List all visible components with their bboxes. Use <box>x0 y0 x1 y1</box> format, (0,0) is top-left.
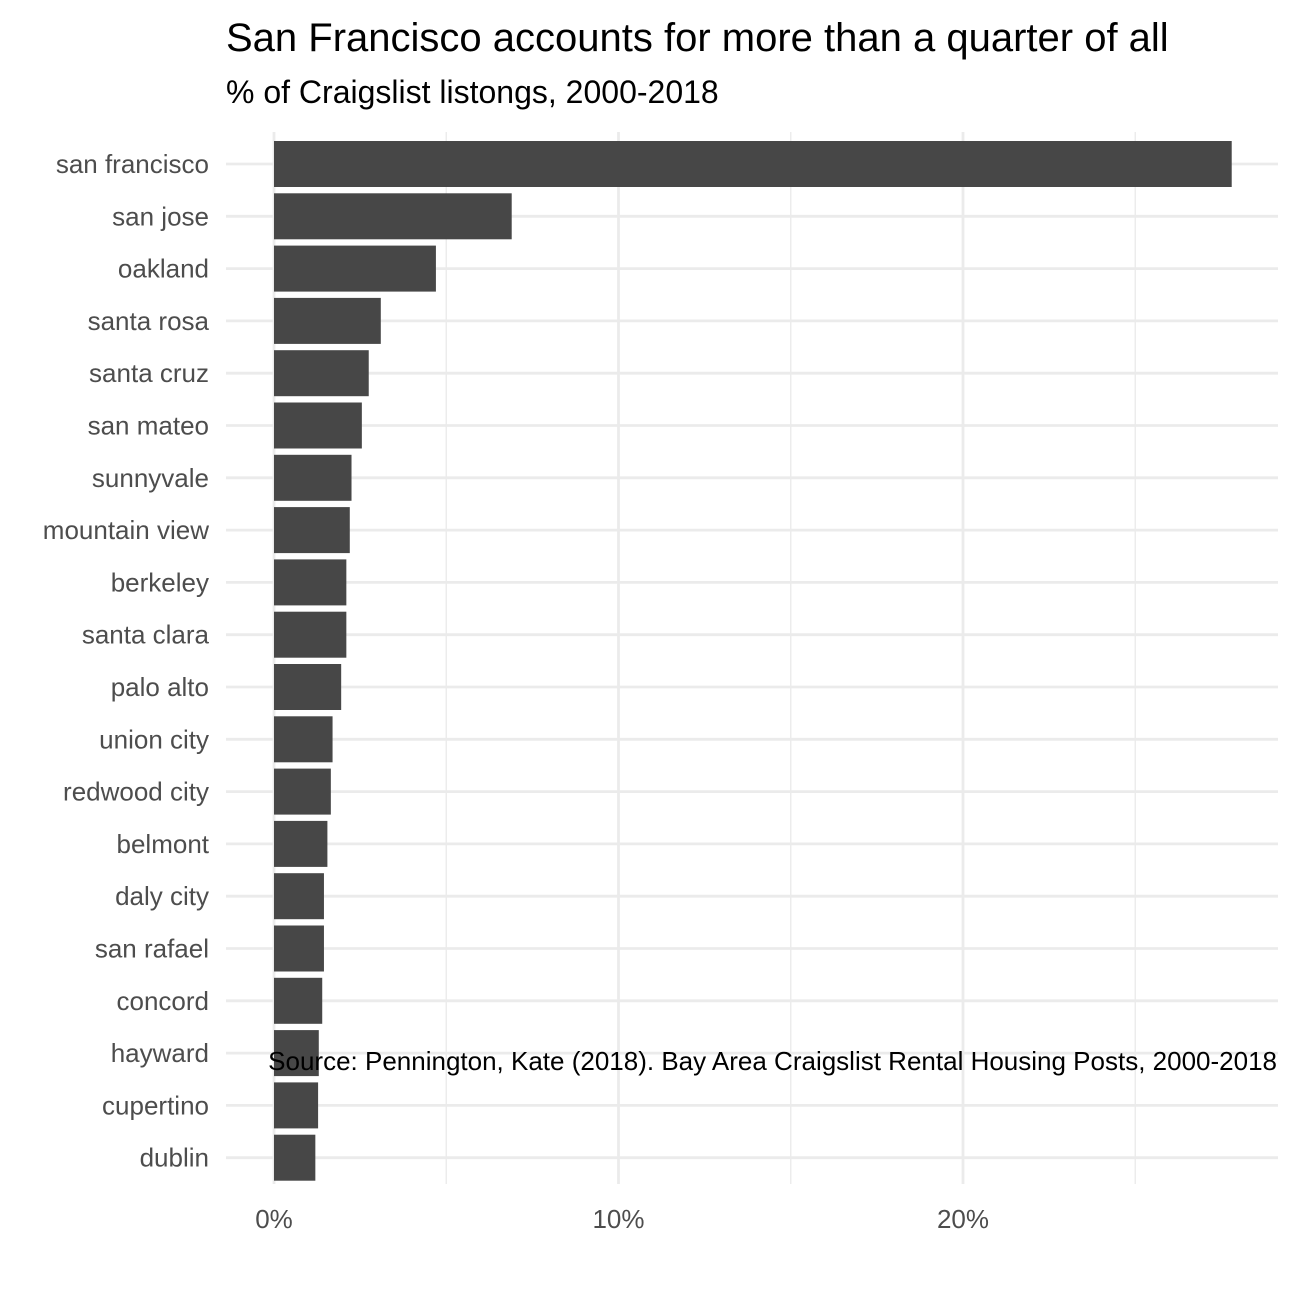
y-tick-label: santa clara <box>82 620 210 650</box>
y-axis-labels: san francisco san jose oakland santa rosa sa… <box>43 149 210 1173</box>
x-tick-label: 20% <box>937 1204 989 1234</box>
x-tick-label: 10% <box>592 1204 644 1234</box>
chart-subtitle: % of Craigslist listongs, 2000-2018 <box>226 74 719 110</box>
y-tick-label: san mateo <box>88 411 209 441</box>
bar <box>274 664 342 710</box>
bar <box>274 925 324 972</box>
bar <box>274 1030 319 1077</box>
bar <box>274 716 333 763</box>
bar <box>274 297 381 344</box>
bar <box>274 141 1232 187</box>
y-tick-label: redwood city <box>63 777 209 807</box>
y-tick-label: mountain view <box>43 515 209 545</box>
bar <box>274 1134 316 1181</box>
y-tick-label: berkeley <box>111 567 209 597</box>
bar <box>274 507 350 554</box>
bar <box>274 611 347 658</box>
bars <box>274 141 1232 1181</box>
x-tick-label: 0% <box>255 1204 293 1234</box>
y-tick-label: daly city <box>115 881 209 911</box>
y-tick-label: cupertino <box>102 1090 209 1120</box>
chart-caption: Source: Pennington, Kate (2018). Bay Are… <box>268 1046 1277 1076</box>
x-axis-labels: 0% 10% 20% <box>255 1204 989 1234</box>
bar <box>274 245 436 292</box>
bar <box>274 454 352 501</box>
y-tick-label: concord <box>117 986 210 1016</box>
bar <box>274 1082 319 1129</box>
chart-title: San Francisco accounts for more than a q… <box>226 16 1169 60</box>
y-tick-label: union city <box>99 724 209 754</box>
y-tick-label: san francisco <box>56 149 209 179</box>
bar <box>274 559 347 606</box>
bar <box>274 820 328 867</box>
y-tick-label: sunnyvale <box>92 463 209 493</box>
y-tick-label: san rafael <box>95 934 209 964</box>
bar <box>274 768 331 815</box>
y-tick-label: dublin <box>140 1143 209 1173</box>
bar <box>274 402 362 449</box>
bar <box>274 193 512 240</box>
y-tick-label: santa cruz <box>89 358 209 388</box>
y-tick-label: hayward <box>111 1038 209 1068</box>
y-tick-label: santa rosa <box>88 306 210 336</box>
y-tick-label: palo alto <box>111 672 209 702</box>
y-tick-label: san jose <box>112 201 209 231</box>
y-tick-label: oakland <box>118 254 209 284</box>
bar <box>274 350 369 397</box>
y-tick-label: belmont <box>117 829 210 859</box>
bar <box>274 873 324 920</box>
bar <box>274 977 323 1024</box>
